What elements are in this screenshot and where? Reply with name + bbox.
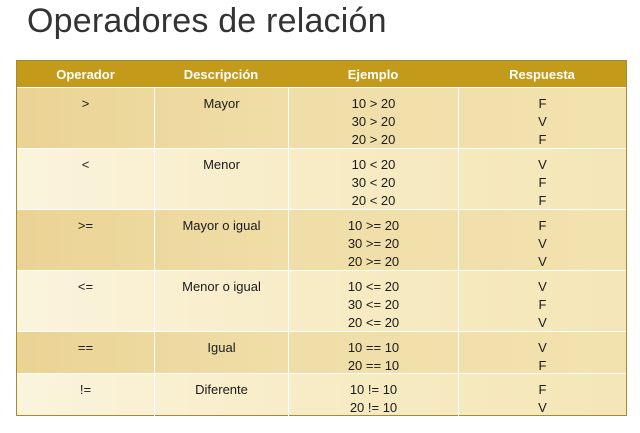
- slide-title: Operadores de relación: [27, 2, 387, 40]
- answer-value: V: [538, 279, 547, 294]
- answer-cell: V F F: [458, 149, 626, 210]
- example-cell: 10 <= 20 30 <= 20 20 <= 20: [288, 271, 458, 332]
- example-line: 10 <= 20: [347, 279, 400, 294]
- answer-value: V: [538, 400, 547, 415]
- answer-value: F: [538, 218, 547, 233]
- answer-value: F: [538, 358, 547, 373]
- table-row: == Igual 10 == 10 20 == 10 V F: [17, 331, 626, 375]
- table-row: <= Menor o igual 10 <= 20 30 <= 20 20 <=…: [17, 270, 626, 332]
- answer-value: F: [538, 193, 547, 208]
- operator-cell: >: [81, 96, 90, 111]
- operator-cell: >=: [77, 218, 94, 233]
- answer-cell: V F: [458, 332, 626, 375]
- answer-cell: F V F: [458, 88, 626, 149]
- description-cell: Igual: [154, 332, 288, 375]
- answer-value: F: [538, 96, 547, 111]
- description-cell: Menor: [154, 149, 288, 210]
- example-line: 20 < 20: [351, 193, 396, 208]
- description-cell: Mayor: [154, 88, 288, 149]
- example-line: 10 >= 20: [347, 218, 400, 233]
- table-header-row: Operador Descripción Ejemplo Respuesta: [17, 61, 626, 87]
- answer-value: V: [538, 315, 547, 330]
- example-line: 30 > 20: [351, 114, 396, 129]
- example-line: 30 >= 20: [347, 236, 400, 251]
- answer-value: V: [538, 254, 547, 269]
- description-cell: Diferente: [154, 374, 288, 417]
- operators-table: Operador Descripción Ejemplo Respuesta >…: [16, 60, 627, 417]
- answer-value: V: [538, 114, 547, 129]
- table-row: != Diferente 10 != 10 20 != 10 F V: [17, 373, 626, 417]
- example-line: 30 <= 20: [347, 297, 400, 312]
- table-row: < Menor 10 < 20 30 < 20 20 < 20 V F F: [17, 148, 626, 210]
- example-line: 20 > 20: [351, 132, 396, 147]
- example-cell: 10 != 10 20 != 10: [288, 374, 458, 417]
- answer-value: V: [538, 157, 547, 172]
- example-line: 10 != 10: [349, 382, 398, 397]
- description-cell: Mayor o igual: [154, 210, 288, 271]
- header-descripcion: Descripción: [183, 66, 259, 82]
- example-line: 20 >= 20: [347, 254, 400, 269]
- answer-value: V: [538, 236, 547, 251]
- example-line: 20 != 10: [349, 400, 398, 415]
- table-row: >= Mayor o igual 10 >= 20 30 >= 20 20 >=…: [17, 209, 626, 271]
- example-cell: 10 >= 20 30 >= 20 20 >= 20: [288, 210, 458, 271]
- header-ejemplo: Ejemplo: [347, 66, 399, 82]
- answer-cell: F V V: [458, 210, 626, 271]
- example-line: 30 < 20: [351, 175, 396, 190]
- example-line: 10 == 10: [347, 340, 400, 355]
- example-cell: 10 == 10 20 == 10: [288, 332, 458, 375]
- answer-value: V: [538, 340, 547, 355]
- answer-cell: F V: [458, 374, 626, 417]
- description-cell: Menor o igual: [154, 271, 288, 332]
- answer-value: F: [538, 175, 547, 190]
- example-cell: 10 > 20 30 > 20 20 > 20: [288, 88, 458, 149]
- example-line: 20 <= 20: [347, 315, 400, 330]
- answer-value: F: [538, 382, 547, 397]
- example-line: 10 > 20: [351, 96, 396, 111]
- example-cell: 10 < 20 30 < 20 20 < 20: [288, 149, 458, 210]
- answer-value: F: [538, 132, 547, 147]
- answer-value: F: [538, 297, 547, 312]
- header-operador: Operador: [56, 66, 115, 82]
- table-row: > Mayor 10 > 20 30 > 20 20 > 20 F V F: [17, 87, 626, 149]
- example-line: 20 == 10: [347, 358, 400, 373]
- operator-cell: !=: [79, 382, 92, 397]
- operator-cell: ==: [77, 340, 94, 355]
- example-line: 10 < 20: [351, 157, 396, 172]
- operator-cell: <: [81, 157, 90, 172]
- answer-cell: V F V: [458, 271, 626, 332]
- header-respuesta: Respuesta: [509, 66, 575, 82]
- operator-cell: <=: [77, 279, 94, 294]
